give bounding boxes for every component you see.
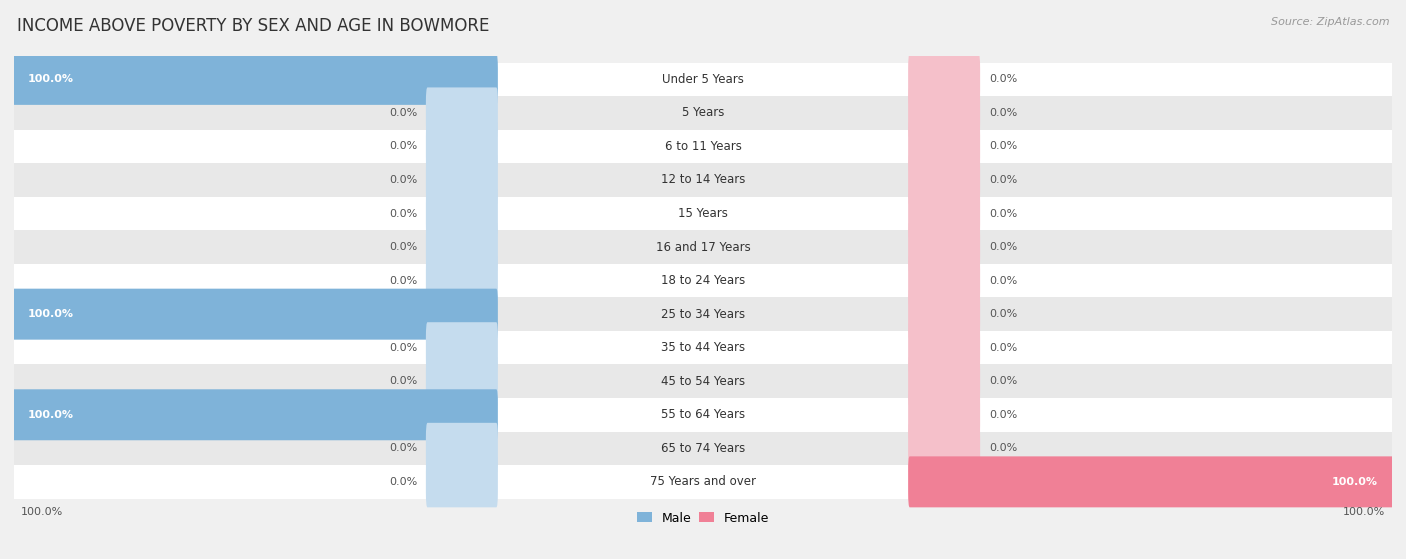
Bar <box>14 130 1392 163</box>
Legend: Male, Female: Male, Female <box>631 506 775 529</box>
FancyBboxPatch shape <box>13 389 498 440</box>
Text: 0.0%: 0.0% <box>389 175 418 185</box>
Text: 0.0%: 0.0% <box>988 443 1017 453</box>
Text: 75 Years and over: 75 Years and over <box>650 475 756 489</box>
Text: 0.0%: 0.0% <box>389 477 418 487</box>
FancyBboxPatch shape <box>908 87 980 139</box>
Text: 0.0%: 0.0% <box>389 376 418 386</box>
Text: 16 and 17 Years: 16 and 17 Years <box>655 240 751 254</box>
Text: 0.0%: 0.0% <box>389 209 418 219</box>
Text: 25 to 34 Years: 25 to 34 Years <box>661 307 745 321</box>
Text: 0.0%: 0.0% <box>988 410 1017 420</box>
Text: 55 to 64 Years: 55 to 64 Years <box>661 408 745 421</box>
Bar <box>14 163 1392 197</box>
Text: 0.0%: 0.0% <box>988 343 1017 353</box>
Text: 0.0%: 0.0% <box>389 108 418 118</box>
Text: 100.0%: 100.0% <box>28 410 75 420</box>
Text: 0.0%: 0.0% <box>389 141 418 151</box>
FancyBboxPatch shape <box>13 54 498 105</box>
Text: Under 5 Years: Under 5 Years <box>662 73 744 86</box>
FancyBboxPatch shape <box>908 255 980 306</box>
FancyBboxPatch shape <box>426 356 498 407</box>
Text: 100.0%: 100.0% <box>21 507 63 517</box>
Bar <box>14 197 1392 230</box>
FancyBboxPatch shape <box>908 322 980 373</box>
Text: 35 to 44 Years: 35 to 44 Years <box>661 341 745 354</box>
Text: 0.0%: 0.0% <box>988 376 1017 386</box>
FancyBboxPatch shape <box>908 54 980 105</box>
Bar <box>14 264 1392 297</box>
Text: 12 to 14 Years: 12 to 14 Years <box>661 173 745 187</box>
Bar <box>14 297 1392 331</box>
FancyBboxPatch shape <box>426 121 498 172</box>
Bar <box>14 63 1392 96</box>
FancyBboxPatch shape <box>908 121 980 172</box>
FancyBboxPatch shape <box>908 154 980 206</box>
Text: 5 Years: 5 Years <box>682 106 724 120</box>
Text: 0.0%: 0.0% <box>389 343 418 353</box>
Bar <box>14 364 1392 398</box>
Text: 100.0%: 100.0% <box>1331 477 1378 487</box>
Text: 0.0%: 0.0% <box>988 309 1017 319</box>
FancyBboxPatch shape <box>908 389 980 440</box>
Text: 15 Years: 15 Years <box>678 207 728 220</box>
Text: 0.0%: 0.0% <box>988 108 1017 118</box>
Text: 0.0%: 0.0% <box>988 141 1017 151</box>
FancyBboxPatch shape <box>426 188 498 239</box>
Bar <box>14 230 1392 264</box>
FancyBboxPatch shape <box>426 154 498 206</box>
Bar <box>14 96 1392 130</box>
Text: 100.0%: 100.0% <box>1343 507 1385 517</box>
Bar <box>14 465 1392 499</box>
Text: 0.0%: 0.0% <box>389 242 418 252</box>
FancyBboxPatch shape <box>426 423 498 474</box>
Text: Source: ZipAtlas.com: Source: ZipAtlas.com <box>1271 17 1389 27</box>
Text: 0.0%: 0.0% <box>988 74 1017 84</box>
Text: 45 to 54 Years: 45 to 54 Years <box>661 375 745 388</box>
Text: 0.0%: 0.0% <box>988 242 1017 252</box>
Text: 0.0%: 0.0% <box>988 175 1017 185</box>
Bar <box>14 432 1392 465</box>
FancyBboxPatch shape <box>908 456 1393 508</box>
FancyBboxPatch shape <box>908 221 980 273</box>
FancyBboxPatch shape <box>908 188 980 239</box>
FancyBboxPatch shape <box>13 288 498 340</box>
Text: 0.0%: 0.0% <box>988 209 1017 219</box>
Text: 100.0%: 100.0% <box>28 309 75 319</box>
FancyBboxPatch shape <box>908 423 980 474</box>
FancyBboxPatch shape <box>908 288 980 340</box>
Bar <box>14 331 1392 364</box>
Text: 100.0%: 100.0% <box>28 74 75 84</box>
FancyBboxPatch shape <box>426 221 498 273</box>
FancyBboxPatch shape <box>426 255 498 306</box>
FancyBboxPatch shape <box>426 87 498 139</box>
Text: 0.0%: 0.0% <box>389 443 418 453</box>
Text: 6 to 11 Years: 6 to 11 Years <box>665 140 741 153</box>
Text: 18 to 24 Years: 18 to 24 Years <box>661 274 745 287</box>
Text: 0.0%: 0.0% <box>389 276 418 286</box>
Bar <box>14 398 1392 432</box>
Text: INCOME ABOVE POVERTY BY SEX AND AGE IN BOWMORE: INCOME ABOVE POVERTY BY SEX AND AGE IN B… <box>17 17 489 35</box>
FancyBboxPatch shape <box>426 322 498 373</box>
FancyBboxPatch shape <box>426 456 498 508</box>
FancyBboxPatch shape <box>908 356 980 407</box>
Text: 65 to 74 Years: 65 to 74 Years <box>661 442 745 455</box>
Text: 0.0%: 0.0% <box>988 276 1017 286</box>
